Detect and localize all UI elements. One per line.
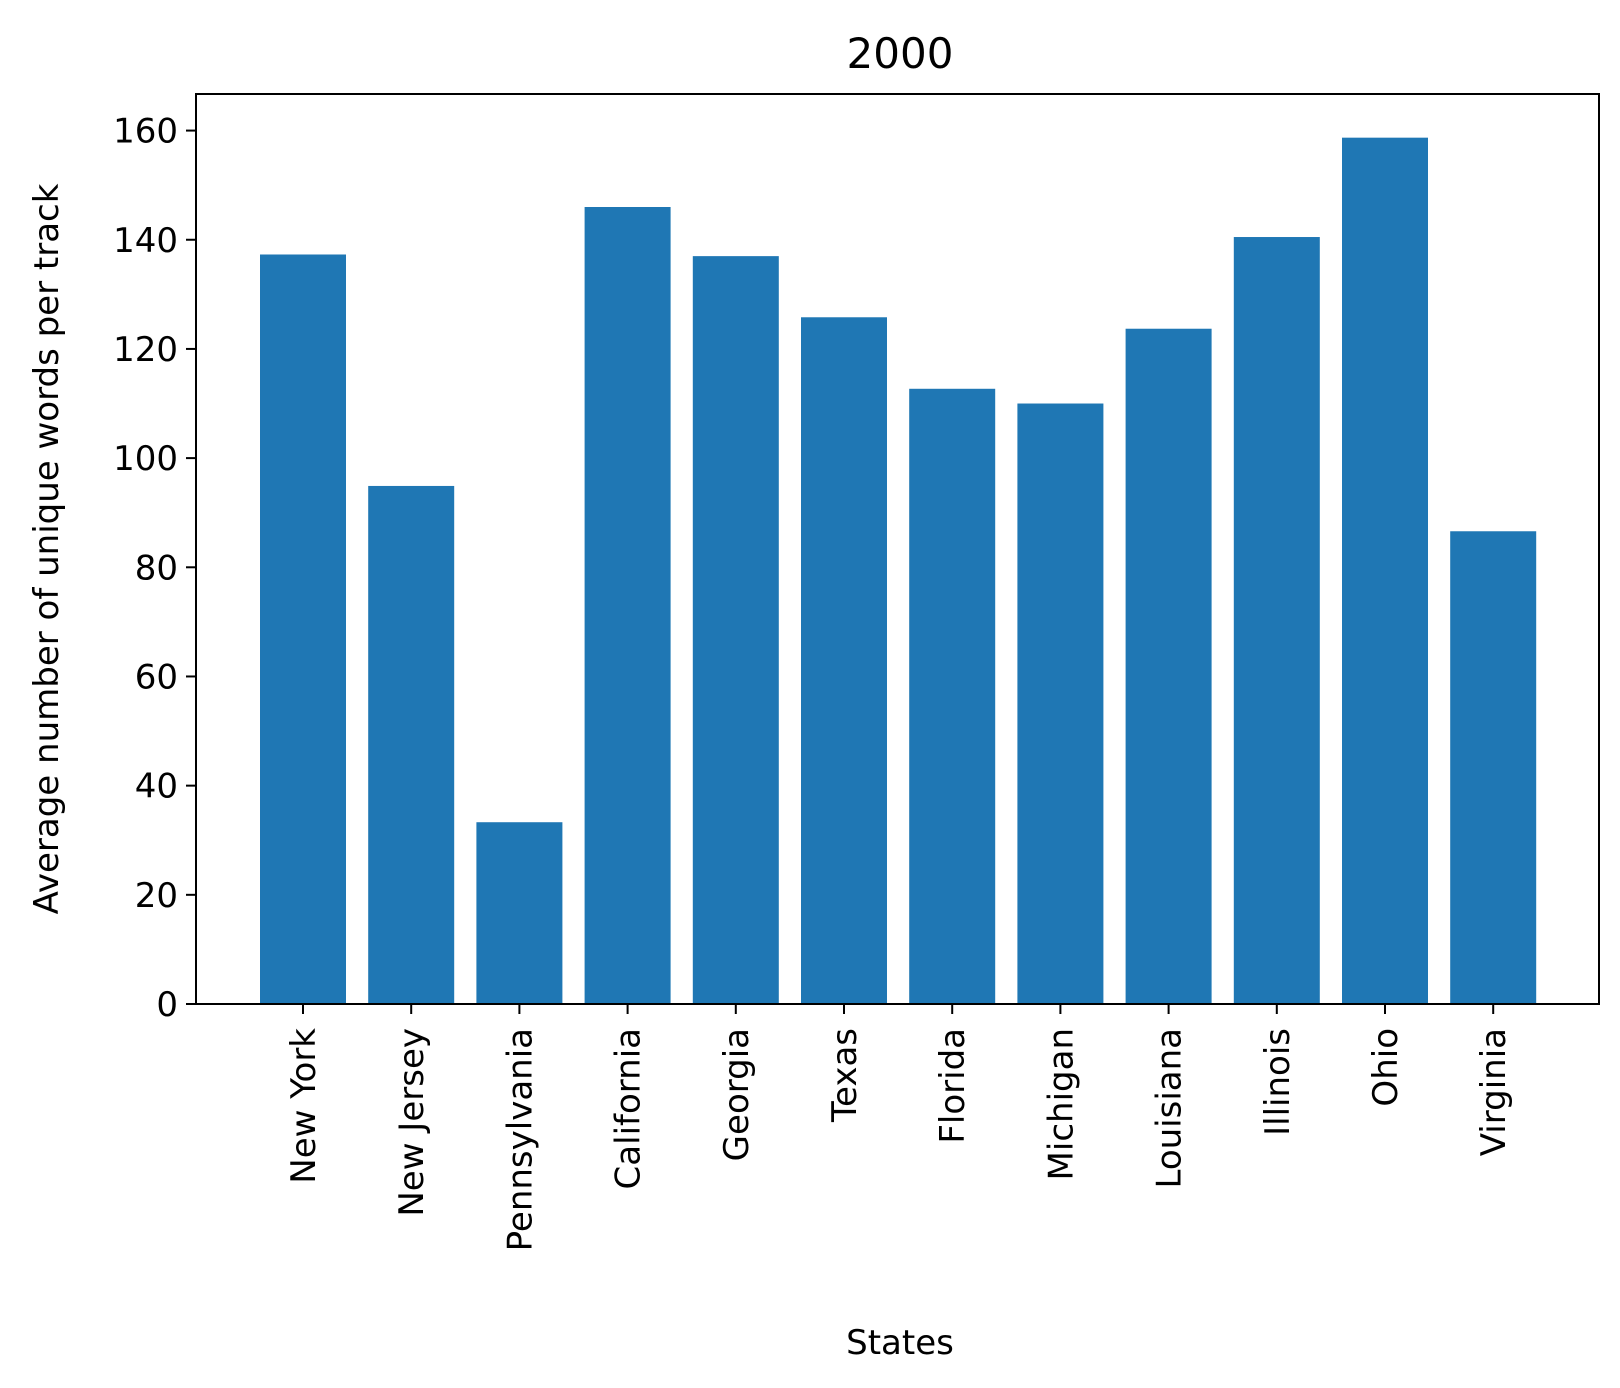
bars-group bbox=[260, 137, 1537, 1005]
x-tick-label: Virginia bbox=[1474, 1028, 1514, 1156]
y-tick-label: 140 bbox=[113, 221, 178, 261]
bar-pennsylvania bbox=[476, 822, 563, 1004]
y-tick-label: 80 bbox=[135, 548, 178, 588]
x-tick-label: California bbox=[609, 1028, 649, 1189]
x-tick-label: Florida bbox=[933, 1028, 973, 1144]
x-tick-label: New Jersey bbox=[392, 1028, 432, 1217]
x-tick-label: New York bbox=[284, 1028, 324, 1184]
bar-florida bbox=[909, 388, 996, 1005]
bar-california bbox=[584, 206, 671, 1005]
y-tick-label: 120 bbox=[113, 330, 178, 370]
y-tick-label: 20 bbox=[135, 876, 178, 916]
y-tick-label: 160 bbox=[113, 112, 178, 152]
y-tick-label: 40 bbox=[135, 767, 178, 807]
bar-ohio bbox=[1342, 137, 1428, 1004]
y-tick-label: 0 bbox=[156, 985, 178, 1025]
x-tick-label: Illinois bbox=[1258, 1028, 1298, 1136]
bar-texas bbox=[801, 317, 887, 1004]
y-tick-label: 60 bbox=[135, 657, 178, 697]
y-axis: 0 20 40 60 80 100 120 140 160 bbox=[113, 112, 196, 1025]
x-axis: New York New Jersey Pennsylvania California… bbox=[284, 1004, 1514, 1251]
x-tick-label: Michigan bbox=[1041, 1028, 1081, 1180]
bar-new-jersey bbox=[368, 485, 455, 1005]
bar-michigan bbox=[1017, 403, 1104, 1004]
y-tick-label: 100 bbox=[113, 439, 178, 479]
bar-georgia bbox=[692, 256, 779, 1004]
x-tick-label: Georgia bbox=[717, 1028, 757, 1161]
x-axis-label: States bbox=[846, 1323, 954, 1363]
chart-title: 2000 bbox=[847, 29, 954, 78]
bar-illinois bbox=[1233, 237, 1320, 1005]
bar-virginia bbox=[1450, 531, 1537, 1004]
x-tick-label: Ohio bbox=[1366, 1028, 1406, 1107]
plot-frame bbox=[195, 93, 1600, 1005]
x-tick-label: Louisiana bbox=[1150, 1028, 1190, 1189]
bar-new-york bbox=[260, 254, 346, 1005]
x-tick-label: Pennsylvania bbox=[500, 1028, 540, 1251]
x-tick-label: Texas bbox=[825, 1028, 865, 1123]
y-axis-label: Average number of unique words per track bbox=[27, 183, 67, 914]
bar-louisiana bbox=[1125, 328, 1212, 1005]
